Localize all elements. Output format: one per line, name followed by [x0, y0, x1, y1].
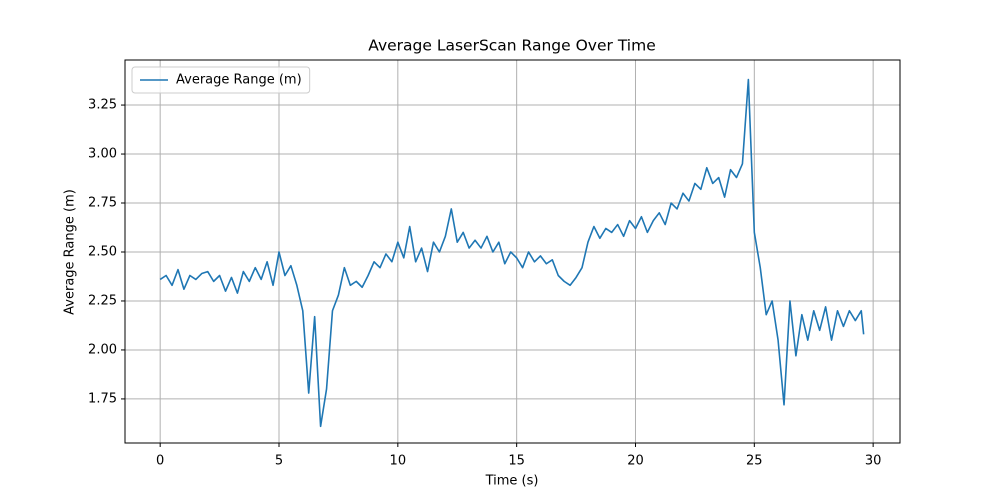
y-axis-label: Average Range (m): [63, 189, 78, 315]
data-line: [159, 78, 865, 428]
chart-title: Average LaserScan Range Over Time: [368, 37, 656, 55]
y-tick-label: 1.75: [88, 391, 117, 406]
x-tick-label: 25: [746, 454, 763, 469]
y-tick-label: 2.25: [88, 293, 117, 308]
legend-label: Average Range (m): [176, 73, 302, 88]
legend: Average Range (m): [131, 66, 311, 94]
y-tick-label: 3.00: [88, 147, 117, 162]
x-tick-label: 5: [275, 454, 283, 469]
x-tick-label: 0: [156, 454, 164, 469]
x-axis-label: Time (s): [485, 474, 539, 489]
plot-area: [159, 78, 865, 428]
y-tick-label: 2.75: [88, 196, 117, 211]
x-tick-label: 10: [390, 454, 407, 469]
grid: [125, 60, 900, 443]
y-tick-label: 3.25: [88, 98, 117, 113]
y-tick-label: 2.50: [88, 244, 117, 259]
x-tick-label: 15: [508, 454, 525, 469]
x-tick-label: 20: [627, 454, 644, 469]
y-tick-label: 2.00: [88, 342, 117, 357]
x-tick-label: 30: [865, 454, 882, 469]
legend-box: [131, 66, 311, 94]
